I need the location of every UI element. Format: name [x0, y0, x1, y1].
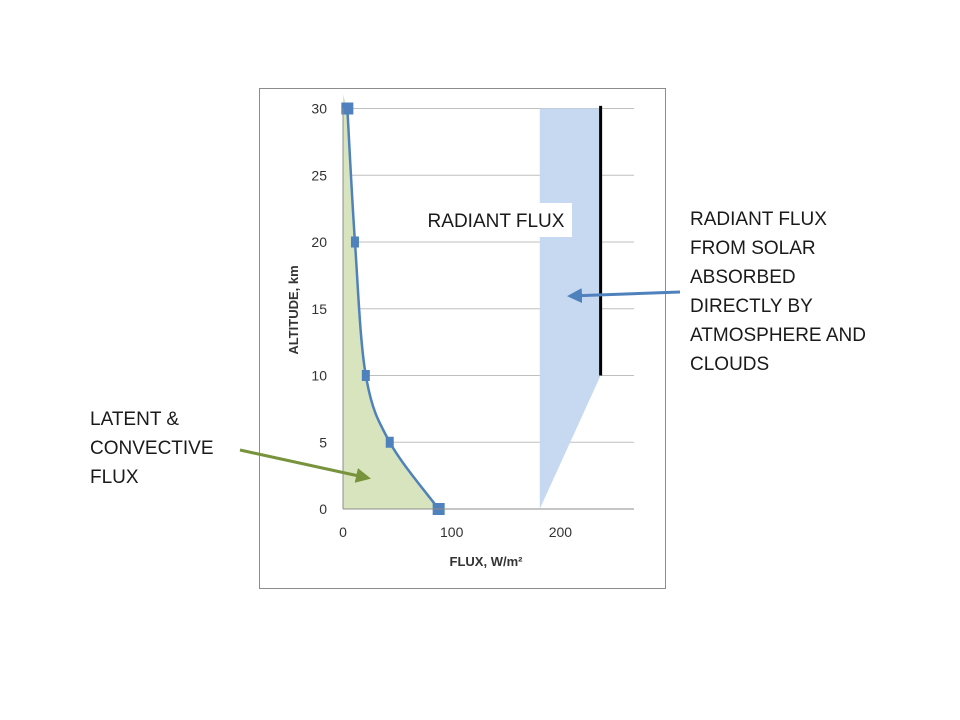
solar-callout-text: RADIANT FLUX FROM SOLAR ABSORBED DIRECTLY B…	[690, 205, 866, 379]
y-tick-label: 5	[319, 434, 327, 450]
latent-convective-region	[343, 94, 439, 509]
data-point-marker	[385, 436, 394, 448]
callout-arrows	[239, 288, 681, 483]
x-tick-label: 100	[440, 524, 464, 540]
y-axis-label: ALTITUDE, km	[286, 265, 301, 354]
callout-line: CLOUDS	[690, 354, 770, 375]
data-point-marker	[350, 236, 359, 248]
callout-line: RADIANT FLUX	[690, 209, 827, 230]
callout-line: FLUX	[90, 467, 139, 488]
x-tick-label: 200	[549, 524, 573, 540]
labels: FLUX, W/m² ALTITUDE, km RADIANT FLUX	[286, 203, 572, 569]
solar-callout-arrow	[567, 288, 681, 304]
data-point-marker	[361, 370, 370, 381]
callout-line: ABSORBED	[690, 267, 796, 288]
callout-line: LATENT &	[90, 409, 180, 430]
fill-regions	[343, 94, 601, 509]
latent-callout-text: LATENT & CONVECTIVE FLUX	[90, 405, 214, 492]
callout-line: DIRECTLY BY	[690, 296, 813, 317]
y-tick-label: 20	[311, 234, 327, 250]
flux-curve	[346, 108, 440, 510]
callout-line: CONVECTIVE	[90, 438, 214, 459]
solar-absorbed-region	[539, 108, 601, 509]
callout-line: ATMOSPHERE AND	[690, 325, 866, 346]
data-point-marker	[341, 102, 354, 115]
latent-callout-arrow	[239, 448, 371, 483]
y-tick-label: 0	[319, 501, 327, 517]
y-tick-label: 10	[311, 368, 327, 384]
y-tick-label: 25	[311, 167, 327, 183]
y-tick-label: 30	[311, 101, 327, 117]
axes: 0 5 10 15 20 25 30 0 100 200	[311, 101, 634, 540]
x-tick-label: 0	[339, 524, 347, 540]
x-axis-label: FLUX, W/m²	[450, 554, 524, 569]
radiant-label-bg	[421, 203, 572, 237]
y-tick-label: 15	[311, 301, 327, 317]
radiant-flux-label: RADIANT FLUX	[428, 211, 565, 232]
callout-line: FROM SOLAR	[690, 238, 816, 259]
series-lines	[346, 105, 603, 510]
